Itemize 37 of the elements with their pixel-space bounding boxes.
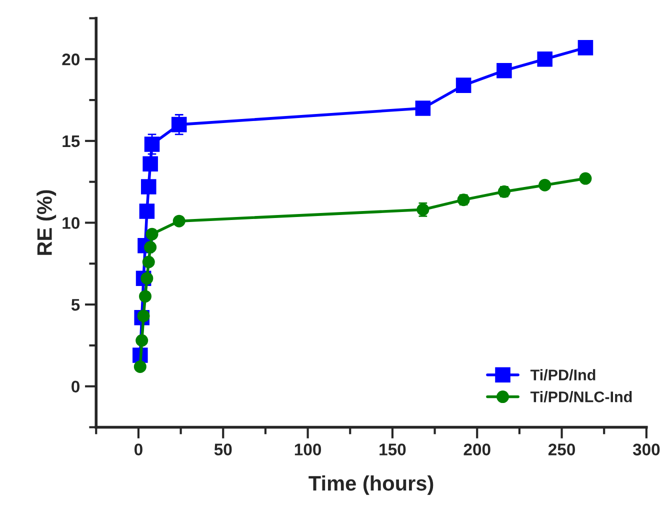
x-tick-label: 0	[134, 444, 142, 456]
legend-label: Ti/PD/Ind	[530, 369, 596, 381]
point	[578, 40, 594, 56]
y-tick-label: 20	[62, 54, 80, 66]
point	[138, 290, 152, 303]
point	[144, 241, 157, 254]
point	[137, 310, 150, 322]
point	[538, 178, 552, 192]
y-tick-label: 0	[72, 380, 80, 393]
x-tick-label: 100	[294, 444, 322, 456]
x-tick-label: 150	[380, 444, 406, 456]
point	[142, 256, 155, 268]
point	[146, 228, 158, 240]
point	[456, 78, 472, 93]
x-tick-label: 250	[548, 444, 575, 456]
y-tick-label: 5	[71, 299, 80, 311]
x-tick-label: 50	[214, 444, 232, 456]
point	[172, 214, 186, 228]
y-axis-title: RE (%)	[36, 190, 56, 255]
point	[144, 136, 160, 152]
point	[496, 62, 512, 78]
x-axis-title: Time (hours)	[308, 475, 434, 495]
y-tick-label: 10	[62, 217, 80, 229]
point	[415, 100, 431, 116]
point	[537, 51, 552, 67]
legend-label: Ti/PD/NLC-Ind	[530, 391, 632, 402]
point	[142, 156, 158, 172]
point	[134, 360, 146, 373]
point	[140, 179, 156, 194]
x-tick-label: 300	[632, 444, 660, 456]
point	[171, 116, 187, 132]
point	[579, 172, 592, 185]
point	[139, 204, 155, 219]
point	[140, 272, 154, 285]
x-tick-label: 200	[464, 444, 490, 456]
y-tick-label: 15	[62, 136, 80, 148]
point	[136, 334, 148, 347]
